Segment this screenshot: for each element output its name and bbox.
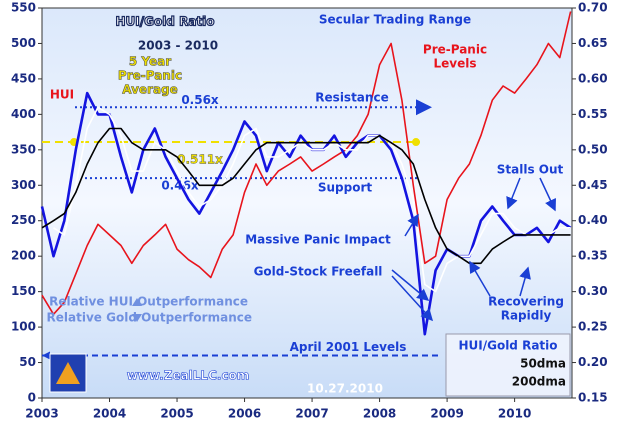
y-tick-label: 150	[11, 284, 36, 298]
y-tick-label: 450	[11, 71, 36, 85]
y-tick-label: 200	[11, 249, 36, 263]
pointer-arrow	[539, 177, 556, 212]
annotation: Secular Trading Range	[319, 13, 471, 27]
annotation: Support	[318, 181, 373, 195]
annotation: Average	[122, 83, 178, 97]
series-line	[53, 106, 571, 293]
annotation: 10.27.2010	[307, 382, 383, 396]
x-tick-label: 2008	[363, 407, 396, 421]
x-tick-label: 2006	[228, 407, 261, 421]
y2-tick-label: 0.70	[578, 1, 608, 15]
y-tick-label: 400	[11, 107, 36, 121]
y2-tick-label: 0.65	[578, 36, 608, 50]
annotation: 5 Year	[129, 55, 171, 69]
pointer-arrow	[391, 275, 434, 322]
marker-dot	[412, 138, 420, 147]
legend-entry: HUI/Gold Ratio	[458, 339, 557, 353]
y-tick-label: 300	[11, 178, 36, 192]
x-tick-label: 2010	[498, 407, 531, 421]
y2-tick-label: 0.45	[578, 178, 608, 192]
x-tick-label: 2007	[295, 407, 328, 421]
arrow-head	[42, 351, 50, 360]
legend-box	[445, 333, 571, 397]
y2-tick-label: 0.15	[578, 391, 608, 405]
series-label: HUI	[50, 88, 74, 102]
up-triangle	[132, 298, 142, 306]
chart-subtitle: 2003 - 2010	[138, 39, 218, 53]
series-line	[41, 11, 572, 316]
pointer-arrow	[391, 269, 430, 301]
x-tick-label: 2009	[430, 407, 463, 421]
annotation: Relative Gold Outperformance	[47, 311, 252, 325]
y2-tick-label: 0.20	[578, 355, 608, 369]
y-tick-label: 350	[11, 142, 36, 156]
annotation: Resistance	[315, 91, 388, 105]
annotation: Pre-Panic	[423, 43, 487, 57]
annotation: Stalls Out	[497, 163, 564, 177]
pointer-arrow	[519, 266, 531, 297]
annotation: Gold-Stock Freefall	[254, 265, 383, 279]
down-triangle	[132, 314, 142, 322]
annotation: Rapidly	[501, 309, 552, 323]
series-line	[41, 127, 571, 265]
annotation: Massive Panic Impact	[245, 233, 391, 247]
reference-label: 0.511x	[177, 153, 223, 167]
y2-tick-label: 0.50	[578, 142, 608, 156]
y2-tick-label: 0.40	[578, 213, 608, 227]
y2-tick-label: 0.25	[578, 320, 608, 334]
y2-tick-label: 0.60	[578, 71, 608, 85]
y2-tick-label: 0.35	[578, 249, 608, 263]
y-tick-label: 250	[11, 213, 36, 227]
legend-entry: 50dma	[520, 357, 566, 371]
pointer-arrow	[506, 177, 521, 210]
y2-tick-label: 0.55	[578, 107, 608, 121]
plot-area	[41, 7, 573, 399]
y2-tick-label: 0.30	[578, 284, 608, 298]
pointer-arrow	[404, 213, 419, 237]
logo-mark	[56, 362, 80, 384]
chart-title: HUI/Gold Ratio	[115, 15, 214, 29]
x-tick-label: 2004	[93, 407, 126, 421]
annotation: Recovering	[488, 295, 564, 309]
y-tick-label: 100	[11, 320, 36, 334]
y-tick-label: 50	[19, 355, 36, 369]
annotation: Pre-Panic	[118, 69, 182, 83]
reference-label: April 2001 Levels	[290, 340, 407, 354]
pointer-arrow	[469, 260, 491, 297]
y-tick-label: 500	[11, 36, 36, 50]
plot-layer: 0 50 100 150 200 250 300 350 400 450 500 550 0.15 0.2…	[11, 1, 608, 421]
annotation: www.ZealLLC.com	[127, 369, 250, 383]
annotation: Relative HUI Outperformance	[49, 295, 248, 309]
y-tick-label: 550	[11, 1, 36, 15]
x-tick-label: 2003	[25, 407, 58, 421]
reference-label: 0.56x	[181, 93, 219, 107]
legend-entry: 200dma	[512, 375, 566, 389]
annotation: Levels	[433, 57, 476, 71]
x-tick-label: 2005	[160, 407, 193, 421]
y-tick-label: 0	[28, 391, 36, 405]
